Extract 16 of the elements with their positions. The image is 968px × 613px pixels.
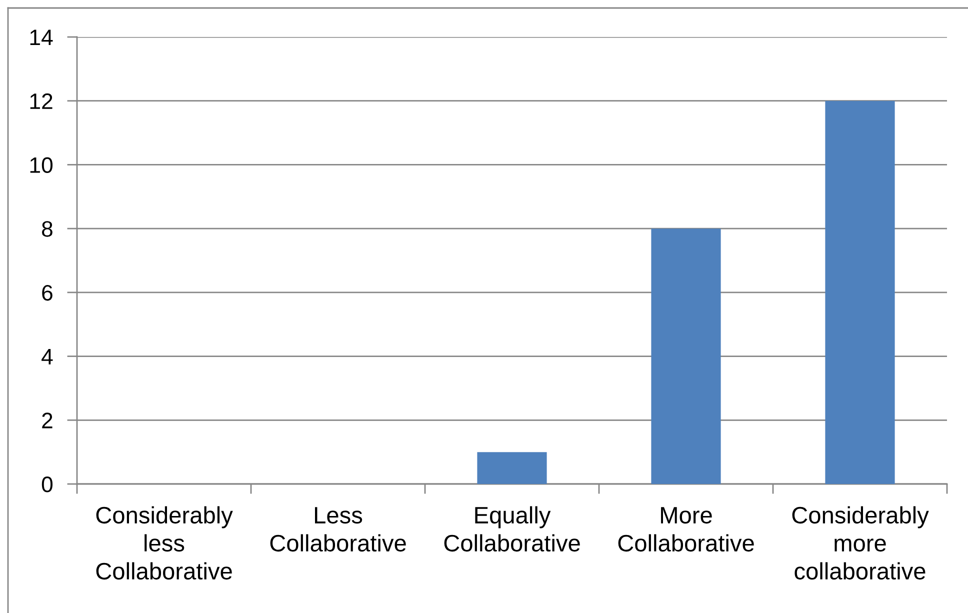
bar: [651, 228, 721, 484]
bar: [477, 452, 547, 484]
x-tick-label: Equally Collaborative: [444, 506, 580, 552]
x-tick-label: Less Collaborative: [270, 507, 406, 552]
y-tick-label: 4: [42, 349, 53, 364]
y-tick-label: 12: [30, 93, 52, 109]
y-tick-label: 8: [42, 221, 52, 237]
bar: [825, 100, 895, 484]
x-tick-label: More Collaborative: [618, 507, 754, 552]
y-tick-label: 2: [42, 412, 52, 428]
y-tick-label: 0: [42, 476, 53, 492]
x-tick-label: Considerably less Collaborative: [96, 506, 233, 580]
x-tick-label: Considerably more collaborative: [792, 506, 929, 580]
y-tick-label: 6: [42, 284, 52, 301]
y-tick-label: 14: [30, 30, 53, 46]
y-tick-label: 10: [30, 157, 53, 173]
